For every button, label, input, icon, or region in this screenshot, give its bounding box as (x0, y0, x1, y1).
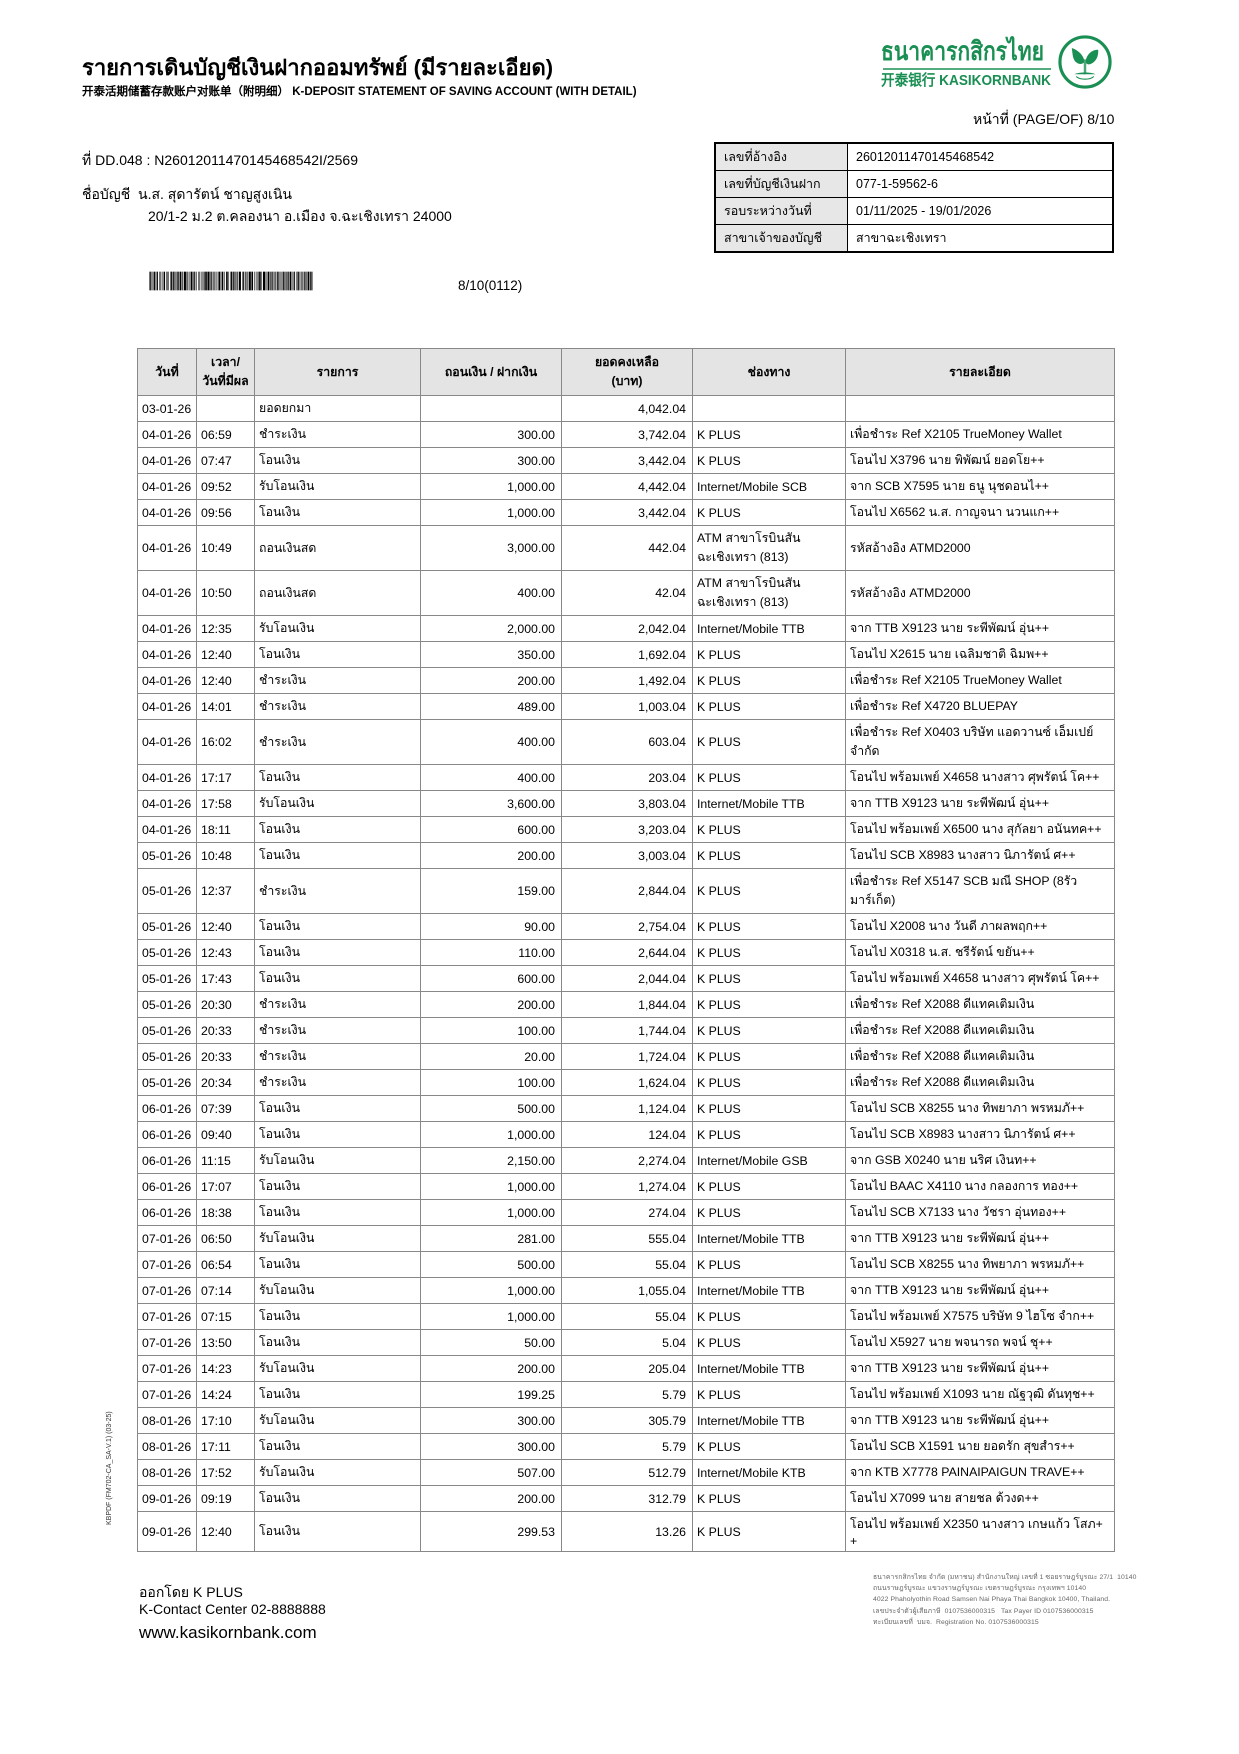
svg-text:开泰银行 KASIKORNBANK: 开泰银行 KASIKORNBANK (881, 71, 1051, 89)
svg-text:ธนาคารกสิกรไทย: ธนาคารกสิกรไทย (881, 35, 1044, 66)
